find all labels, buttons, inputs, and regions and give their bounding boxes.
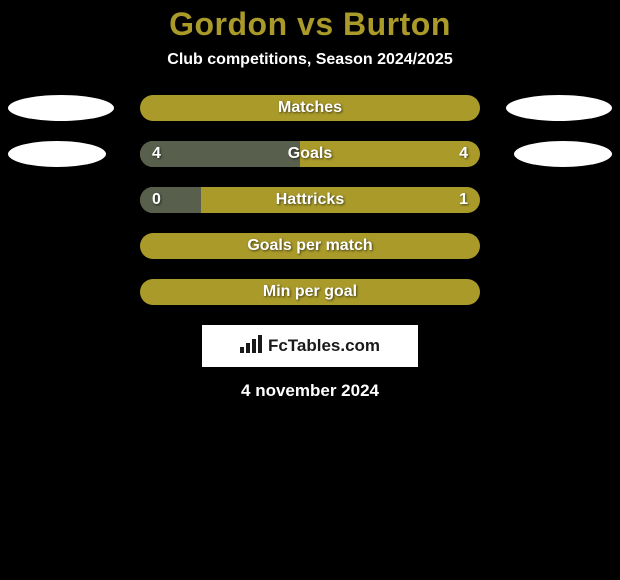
player-ellipse-right (514, 141, 612, 167)
player-ellipse-left (8, 141, 106, 167)
page-title: Gordon vs Burton (0, 0, 620, 43)
stat-row: Min per goal (0, 279, 620, 305)
stat-label: Goals per match (140, 233, 480, 259)
stat-label: Min per goal (140, 279, 480, 305)
stat-row: Goals per match (0, 233, 620, 259)
barchart-icon (240, 335, 262, 358)
stat-label: Matches (140, 95, 480, 121)
stat-bar: Goals per match (140, 233, 480, 259)
date-text: 4 november 2024 (0, 381, 620, 401)
comparison-bars: Matches Goals4 4 Hattricks0 1 Goals per match… (0, 95, 620, 305)
stat-bar: Goals4 4 (140, 141, 480, 167)
player-ellipse-right (506, 95, 612, 121)
stat-value-right: 4 (459, 141, 468, 167)
logo-text: FcTables.com (268, 336, 380, 356)
logo-box: FcTables.com (202, 325, 418, 367)
player-ellipse-left (8, 95, 114, 121)
stat-row: Goals4 4 (0, 141, 620, 167)
stat-label: Goals (140, 141, 480, 167)
stat-row: Matches (0, 95, 620, 121)
stat-value-left: 0 (152, 187, 161, 213)
stat-label: Hattricks (140, 187, 480, 213)
stat-bar: Min per goal (140, 279, 480, 305)
page-subtitle: Club competitions, Season 2024/2025 (0, 51, 620, 69)
stat-bar: Hattricks0 1 (140, 187, 480, 213)
stat-value-left: 4 (152, 141, 161, 167)
stat-value-right: 1 (459, 187, 468, 213)
stat-bar: Matches (140, 95, 480, 121)
stat-row: Hattricks0 1 (0, 187, 620, 213)
